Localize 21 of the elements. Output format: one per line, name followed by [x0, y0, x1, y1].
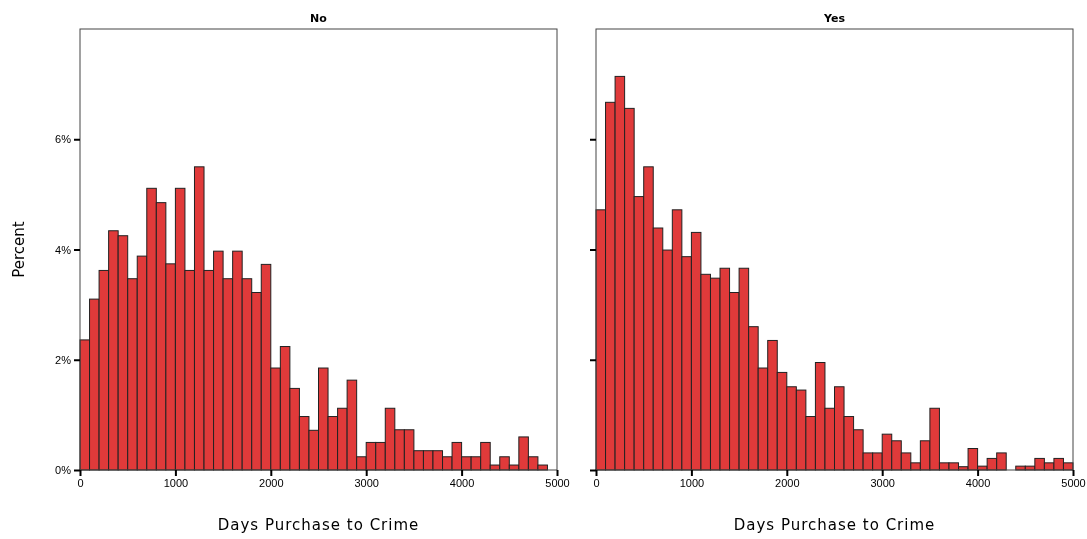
chart-title: No — [310, 12, 328, 25]
x-tick-label: 2000 — [775, 476, 800, 489]
x-axis-title: Days Purchase to Crime — [733, 516, 936, 534]
x-tick-label: 0 — [593, 476, 600, 489]
x-tick-label: 1000 — [679, 476, 705, 489]
chart-title: Yes — [823, 12, 846, 25]
x-tick-label: 1000 — [163, 476, 189, 489]
y-tick-label: 0% — [55, 464, 72, 477]
y-tick-label: 4% — [55, 243, 72, 256]
x-tick-label: 2000 — [259, 476, 284, 489]
y-tick-label: 6% — [55, 133, 72, 146]
y-tick-label: 2% — [55, 353, 72, 366]
x-tick-label: 4000 — [449, 476, 475, 489]
x-tick-label: 5000 — [545, 476, 570, 489]
x-tick-label: 4000 — [965, 476, 991, 489]
x-tick-label: 0 — [77, 476, 84, 489]
x-tick-label: 3000 — [354, 476, 379, 489]
y-axis-title: Percent — [10, 221, 28, 278]
x-tick-label: 5000 — [1061, 476, 1086, 489]
x-tick-label: 3000 — [870, 476, 895, 489]
x-axis-title: Days Purchase to Crime — [217, 516, 420, 534]
